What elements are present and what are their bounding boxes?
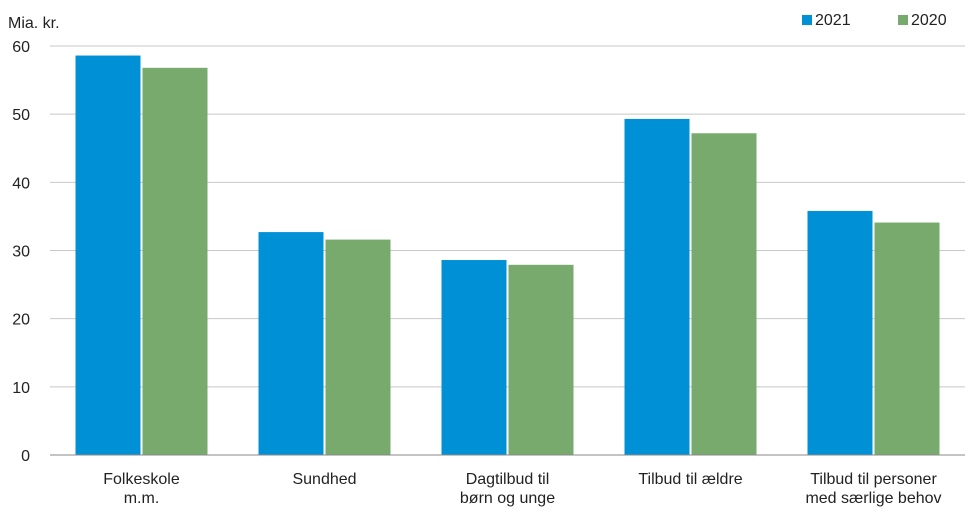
y-tick-label: 10 (12, 380, 30, 397)
legend-swatch-2020 (898, 15, 908, 25)
bar-2020 (142, 67, 208, 456)
x-category-label: Tilbud til ældre (638, 471, 742, 488)
x-category-label: Sundhed (292, 471, 356, 488)
legend-swatch-2021 (802, 15, 812, 25)
bar-2020 (508, 264, 574, 455)
bar-2021 (624, 118, 690, 456)
x-category-label: Dagtilbud til (466, 471, 550, 488)
y-tick-label: 0 (21, 448, 30, 465)
legend-label: 2020 (911, 12, 947, 29)
x-category-label: børn og unge (460, 490, 555, 507)
legend-label: 2021 (815, 12, 851, 29)
bar-2021 (75, 55, 141, 455)
y-axis-ticks: 0 10 20 30 40 50 60 (12, 39, 30, 465)
bar-2020 (325, 239, 391, 455)
bars (75, 55, 940, 456)
bar-2021 (807, 210, 873, 455)
x-category-label: med særlige behov (805, 490, 941, 507)
x-axis-categories: Folkeskole m.m. Sundhed Dagtilbud til børn o… (103, 471, 941, 507)
y-tick-label: 50 (12, 107, 30, 124)
y-tick-label: 20 (12, 312, 30, 329)
bar-2021 (441, 260, 507, 455)
y-tick-label: 40 (12, 175, 30, 192)
bar-2020 (874, 222, 940, 455)
y-tick-label: 30 (12, 244, 30, 261)
x-category-label: Folkeskole (103, 471, 180, 488)
bar-2021 (258, 232, 324, 455)
x-category-label: m.m. (124, 490, 160, 507)
legend: 2021 2020 (802, 12, 947, 29)
y-axis-unit-label: Mia. kr. (8, 15, 60, 32)
y-tick-label: 60 (12, 39, 30, 56)
x-category-label: Tilbud til personer (810, 471, 937, 488)
bar-2020 (691, 133, 757, 455)
